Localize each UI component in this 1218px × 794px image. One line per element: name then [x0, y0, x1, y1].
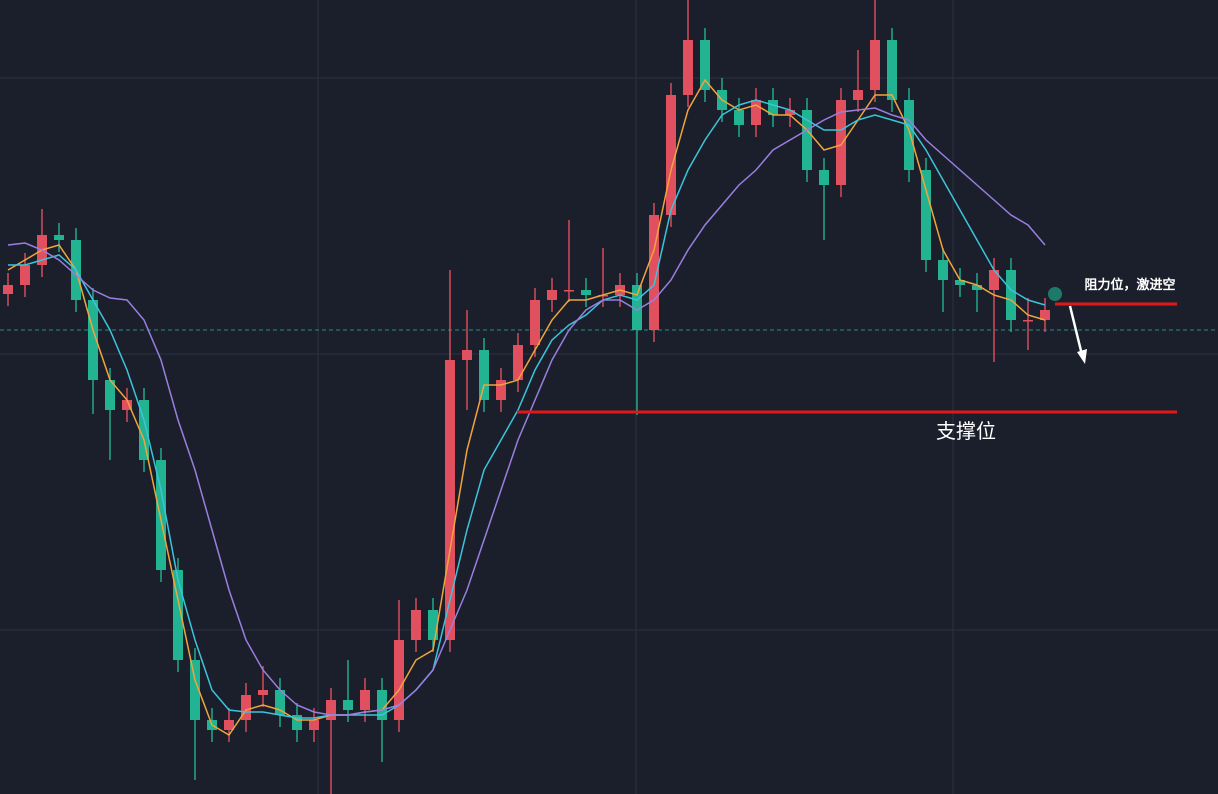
candle-body [360, 690, 370, 710]
candle-body [683, 40, 693, 95]
candle-body [904, 100, 914, 170]
candle-body [921, 170, 931, 260]
candle-body [496, 380, 506, 400]
candle-body [955, 280, 965, 285]
candle-body [156, 460, 166, 570]
candle-body [275, 690, 285, 715]
candle-body [105, 380, 115, 410]
candle-body [479, 350, 489, 400]
candle-body [887, 40, 897, 100]
candle-body [1023, 320, 1033, 322]
arrow-shaft [1068, 305, 1085, 360]
candle-body [54, 235, 64, 240]
candle-body [309, 720, 319, 730]
candle-body [649, 215, 659, 330]
candle-body [394, 640, 404, 720]
candle-body [972, 285, 982, 290]
arrow-head [1077, 349, 1087, 364]
candle-body [785, 110, 795, 115]
candle-body [326, 700, 336, 720]
ma-line [8, 99, 1046, 719]
candle-body [428, 610, 438, 640]
candle-body [734, 110, 744, 125]
candle-body [564, 290, 574, 292]
candle-body [241, 695, 251, 720]
ma-line [7, 107, 1046, 716]
candle-body [632, 285, 642, 330]
candle-body [173, 570, 183, 660]
candle-body [836, 100, 846, 185]
candle-body [224, 720, 234, 730]
candle-body [122, 400, 132, 410]
candle-body [258, 690, 268, 695]
candle-body [581, 290, 591, 295]
candle-body [700, 40, 710, 90]
candle-body [190, 660, 200, 720]
candle-body [3, 285, 13, 294]
candle-body [853, 90, 863, 100]
resistance-label: 阻力位，激进空 [1084, 277, 1175, 293]
candle-body [513, 345, 523, 380]
candle-body [20, 265, 30, 285]
candle-body [666, 95, 676, 215]
candle-body [768, 100, 778, 115]
candle-body [343, 700, 353, 710]
candle-body [530, 300, 540, 345]
candle-body [139, 400, 149, 460]
candle-body [1006, 270, 1016, 320]
candle-body [1040, 310, 1050, 320]
candle-body [751, 100, 761, 125]
candle-body [88, 300, 98, 380]
candle-body [377, 690, 387, 720]
candle-body [938, 260, 948, 280]
candle-body [989, 270, 999, 290]
candle-body [802, 110, 812, 170]
candle-body [411, 610, 421, 640]
support-label: 支撑位 [936, 419, 996, 443]
candle-body [462, 350, 472, 360]
candle-body [819, 170, 829, 185]
price-glow [1048, 287, 1062, 301]
candle-body [547, 290, 557, 300]
ma-line [7, 78, 1046, 737]
candle-body [292, 715, 302, 730]
candle-body [445, 360, 455, 640]
candle-body [870, 40, 880, 90]
